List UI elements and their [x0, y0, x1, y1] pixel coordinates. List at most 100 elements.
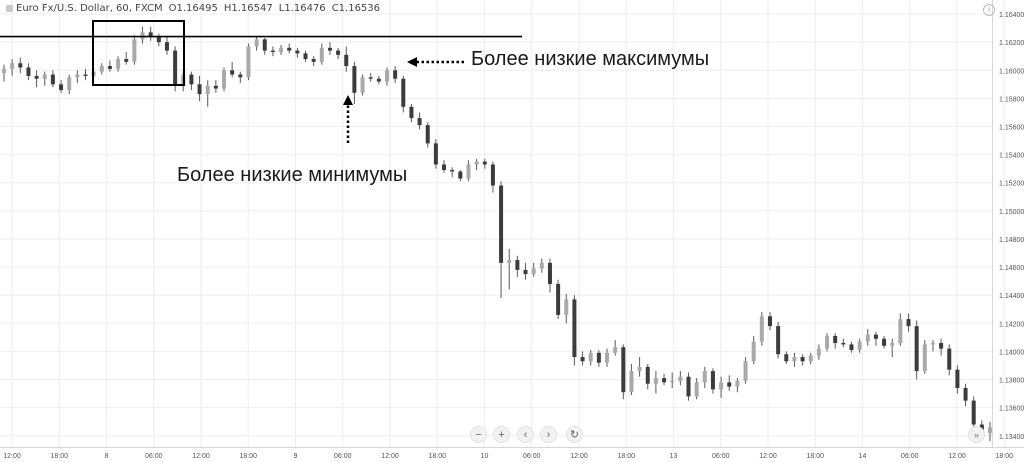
- candle-body: [59, 84, 64, 90]
- time-tick-label: 18:00: [617, 453, 635, 460]
- candle-body: [653, 378, 658, 384]
- price-tick-label: 1.16200: [999, 40, 1024, 47]
- candle-body: [67, 77, 72, 90]
- candle-body: [727, 382, 732, 387]
- candle-body: [2, 68, 6, 74]
- arrowhead-lower-highs: [407, 57, 417, 67]
- price-tick-label: 1.14800: [999, 237, 1024, 244]
- candle-body: [311, 59, 316, 62]
- candle-body: [629, 371, 634, 393]
- candle-body: [368, 77, 373, 79]
- candle-body: [238, 74, 243, 78]
- candle-body: [596, 352, 601, 363]
- candle-body: [572, 299, 577, 358]
- price-axis[interactable]: 1.16400 1.16200 1.16000 1.15800 1.15600 1.154…: [992, 0, 1024, 447]
- arrowhead-lower-lows: [343, 95, 353, 105]
- price-tick-label: 1.15600: [999, 125, 1024, 132]
- ohlc-high: H1.16547: [223, 3, 273, 14]
- candle-body: [246, 46, 251, 78]
- price-tick-label: 1.13800: [999, 378, 1024, 385]
- reset-chart-button[interactable]: ↻: [566, 426, 583, 443]
- time-tick-label: 06:00: [334, 453, 352, 460]
- candle-body: [710, 371, 715, 390]
- candle-body: [515, 260, 520, 270]
- annotation-lower-highs: Более низкие максимумы: [471, 48, 710, 70]
- time-tick-label: 13: [670, 453, 678, 460]
- candle-body: [230, 70, 235, 75]
- candle-body: [922, 344, 927, 372]
- candle-body: [873, 334, 878, 339]
- candle-body: [507, 260, 512, 263]
- candle-body: [279, 47, 284, 53]
- candle-body: [751, 341, 756, 362]
- time-tick-label: 18:00: [995, 453, 1013, 460]
- time-tick-label: 14: [859, 453, 867, 460]
- candle-body: [213, 85, 218, 89]
- candle-body: [173, 50, 178, 86]
- price-tick-label: 1.14000: [999, 349, 1024, 356]
- price-tick-label: 1.13600: [999, 406, 1024, 413]
- price-tick-label: 1.13400: [999, 434, 1024, 441]
- candle-body: [442, 164, 447, 171]
- candle-body: [262, 39, 267, 51]
- candle-body: [906, 319, 911, 327]
- candle-body: [588, 352, 593, 362]
- time-tick-label: 12:00: [948, 453, 966, 460]
- time-tick-label: 10: [481, 453, 489, 460]
- candle-body: [433, 143, 438, 165]
- price-tick-label: 1.15800: [999, 96, 1024, 103]
- scroll-controls: ‹ ›: [517, 426, 557, 444]
- candle-body: [776, 326, 781, 355]
- candle-body: [930, 342, 935, 345]
- candle-body: [336, 50, 341, 55]
- scroll-right-button[interactable]: ›: [540, 426, 557, 443]
- chart-grid: [0, 0, 1005, 447]
- candle-body: [825, 335, 830, 349]
- candle-body: [352, 66, 357, 93]
- candles-layer: [2, 26, 992, 442]
- time-tick-label: 12:00: [381, 453, 399, 460]
- candle-body: [482, 161, 487, 165]
- zoom-in-button[interactable]: +: [493, 426, 510, 443]
- price-tick-label: 1.15400: [999, 153, 1024, 160]
- time-tick-label: 06:00: [145, 453, 163, 460]
- symbol-legend: Euro Fx/U.S. Dollar, 60, FXCM O1.16495 H1.…: [6, 3, 380, 14]
- go-to-realtime-button[interactable]: »: [968, 426, 985, 443]
- candle-body: [360, 77, 365, 93]
- candle-body: [792, 357, 797, 362]
- candle-body: [295, 50, 300, 54]
- candle-body: [409, 106, 414, 119]
- candle-body: [939, 342, 944, 349]
- candle-body: [971, 400, 976, 425]
- candle-body: [116, 59, 121, 69]
- candle-body: [75, 74, 80, 78]
- candle-body: [800, 357, 805, 362]
- candle-body: [189, 74, 194, 85]
- candle-body: [287, 47, 292, 51]
- annotation-lower-lows: Более низкие минимумы: [177, 164, 408, 186]
- candle-body: [42, 74, 47, 79]
- candle-body: [376, 78, 381, 82]
- time-tick-label: 12:00: [192, 453, 210, 460]
- ohlc-open: O1.16495: [168, 3, 218, 14]
- time-tick-label: 18:00: [239, 453, 257, 460]
- candle-body: [882, 338, 887, 346]
- info-icon[interactable]: i: [983, 4, 995, 16]
- time-axis[interactable]: 12:00 18:00 8 06:00 12:00 18:00 9 06:00 12:00 18:…: [0, 447, 1024, 461]
- candle-body: [34, 75, 39, 79]
- zoom-out-button[interactable]: −: [470, 426, 487, 443]
- candle-body: [523, 269, 528, 275]
- candle-body: [319, 47, 324, 62]
- price-tick-label: 1.14400: [999, 293, 1024, 300]
- candle-body: [107, 66, 112, 69]
- candle-body: [605, 352, 610, 363]
- time-tick-label: 12:00: [759, 453, 777, 460]
- candle-body: [474, 161, 479, 165]
- candle-body: [914, 326, 919, 372]
- candle-body: [947, 348, 952, 370]
- scroll-left-button[interactable]: ‹: [517, 426, 534, 443]
- candle-body: [637, 366, 642, 372]
- candle-body: [694, 382, 699, 397]
- time-tick-label: 06:00: [901, 453, 919, 460]
- candle-body: [148, 32, 153, 37]
